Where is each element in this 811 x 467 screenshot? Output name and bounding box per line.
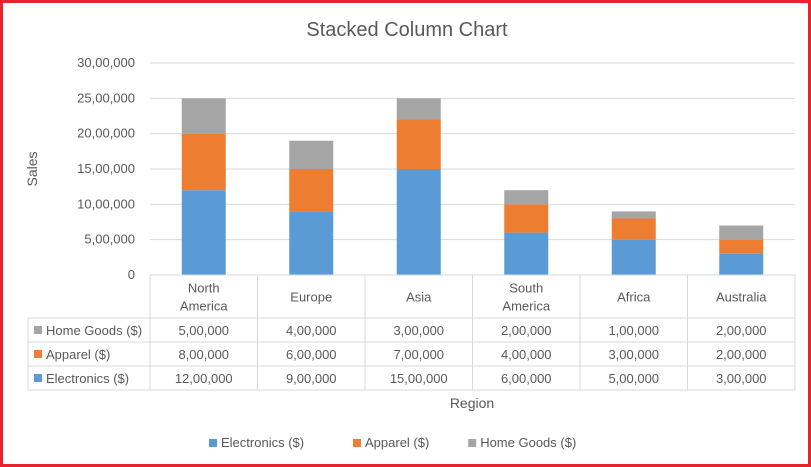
y-tick-label: 5,00,000 xyxy=(84,232,135,247)
table-value: 3,00,000 xyxy=(608,347,659,362)
table-value: 3,00,000 xyxy=(393,323,444,338)
y-axis-tick-labels: 0 5,00,000 10,00,000 15,00,000 20,00,000 25,0… xyxy=(77,55,135,282)
table-series-name: Home Goods ($) xyxy=(46,323,142,338)
table-value: 4,00,000 xyxy=(501,347,552,362)
table-value: 8,00,000 xyxy=(178,347,229,362)
bar-segment xyxy=(611,239,656,275)
category-label: Africa xyxy=(617,290,651,305)
category-label: Australia xyxy=(716,290,767,305)
legend-label: Apparel ($) xyxy=(365,435,429,450)
table-value: 2,00,000 xyxy=(716,347,767,362)
bar-segment xyxy=(719,225,764,240)
y-axis-title: Sales xyxy=(24,151,40,186)
bars xyxy=(181,98,764,275)
category-label: North xyxy=(188,281,220,296)
bar-segment xyxy=(611,218,656,240)
bar-segment xyxy=(504,190,549,205)
bar-segment xyxy=(289,211,334,275)
legend-label: Electronics ($) xyxy=(221,435,304,450)
table-series-name: Electronics ($) xyxy=(46,371,129,386)
chart-title: Stacked Column Chart xyxy=(306,19,508,41)
bar-segment xyxy=(181,133,226,191)
bar-segment xyxy=(504,204,549,233)
bar-segment xyxy=(289,169,334,212)
table-value: 2,00,000 xyxy=(501,323,552,338)
bar-segment xyxy=(181,190,226,275)
table-value: 6,00,000 xyxy=(501,371,552,386)
legend: Electronics ($) Apparel ($) Home Goods ($) xyxy=(209,435,576,450)
table-value: 3,00,000 xyxy=(716,371,767,386)
table-legend-key xyxy=(34,326,42,334)
legend-label: Home Goods ($) xyxy=(480,435,576,450)
bar-segment xyxy=(504,232,549,275)
category-label: Asia xyxy=(406,290,432,305)
bar-segment xyxy=(289,140,334,169)
bar-segment xyxy=(396,169,441,275)
y-tick-label: 25,00,000 xyxy=(77,90,135,105)
table-series-name: Apparel ($) xyxy=(46,347,110,362)
category-label: South xyxy=(509,281,543,296)
table-value: 1,00,000 xyxy=(608,323,659,338)
table-value: 6,00,000 xyxy=(286,347,337,362)
bar-segment xyxy=(396,119,441,169)
x-axis-title: Region xyxy=(450,395,494,411)
table-value: 4,00,000 xyxy=(286,323,337,338)
table-value: 12,00,000 xyxy=(175,371,233,386)
bar-segment xyxy=(611,211,656,219)
table-value: 5,00,000 xyxy=(608,371,659,386)
category-label: America xyxy=(502,299,550,314)
y-tick-label: 15,00,000 xyxy=(77,161,135,176)
y-tick-label: 10,00,000 xyxy=(77,196,135,211)
table-value: 9,00,000 xyxy=(286,371,337,386)
legend-swatch xyxy=(353,439,361,447)
bar-segment xyxy=(181,98,226,134)
bar-segment xyxy=(396,98,441,120)
y-tick-label: 0 xyxy=(128,267,135,282)
bar-segment xyxy=(719,253,764,275)
y-tick-label: 20,00,000 xyxy=(77,126,135,141)
category-label: Europe xyxy=(290,290,332,305)
legend-swatch xyxy=(468,439,477,447)
gridlines xyxy=(150,62,795,241)
data-table: North America Europe Asia South America Africa… xyxy=(27,274,796,391)
y-tick-label: 30,00,000 xyxy=(77,55,135,70)
table-value: 15,00,000 xyxy=(390,371,448,386)
table-value: 2,00,000 xyxy=(716,323,767,338)
table-value: 7,00,000 xyxy=(393,347,444,362)
bar-segment xyxy=(719,239,764,254)
table-legend-key xyxy=(34,350,42,358)
table-value: 5,00,000 xyxy=(178,323,229,338)
legend-swatch xyxy=(209,439,217,447)
category-label: America xyxy=(180,299,228,314)
table-legend-key xyxy=(34,374,42,382)
